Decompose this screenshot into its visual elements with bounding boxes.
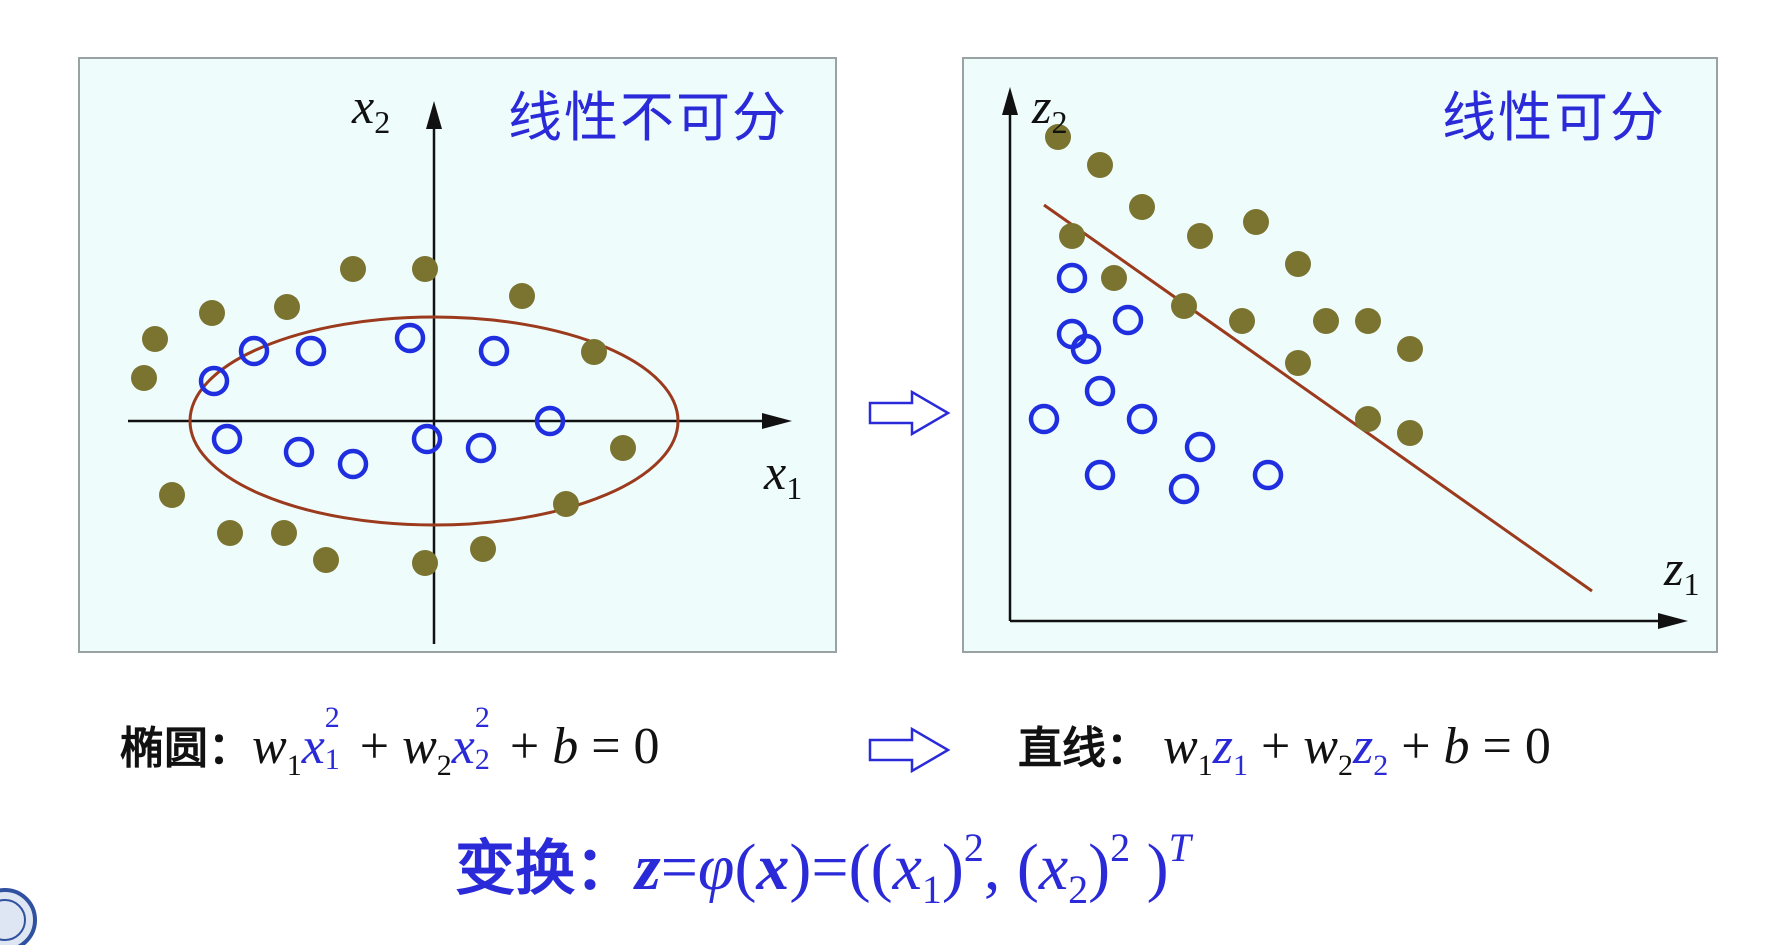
outer-dot xyxy=(159,482,185,508)
lower-circle xyxy=(1070,333,1102,365)
right-plot xyxy=(1002,87,1688,629)
outer-dot xyxy=(199,300,225,326)
z2-axis-label: z2 xyxy=(1032,78,1068,140)
z1-axis-arrowhead xyxy=(1658,613,1688,629)
line-equation: 直线： w1z1 + w2z2 + b = 0 xyxy=(1018,718,1551,782)
upper-dot xyxy=(1243,209,1269,235)
line-label: 直线： xyxy=(1018,723,1150,774)
inner-circle xyxy=(238,335,270,367)
upper-dot xyxy=(1171,293,1197,319)
outer-dot xyxy=(217,520,243,546)
lower-circle xyxy=(1184,431,1216,463)
ellipse-boundary xyxy=(188,315,680,527)
upper-dot xyxy=(1285,251,1311,277)
inner-circle xyxy=(283,436,315,468)
upper-dot xyxy=(1187,223,1213,249)
inner-circle xyxy=(478,335,510,367)
transform-label: 变换： xyxy=(455,834,635,904)
hollow-right-arrow-icon xyxy=(868,726,951,774)
z2-axis-arrowhead xyxy=(1002,87,1018,115)
upper-dot xyxy=(1285,350,1311,376)
right-panel-separable: 线性可分 z2 z1 xyxy=(962,57,1718,653)
upper-dot xyxy=(1087,152,1113,178)
x1-axis-label: x1 xyxy=(764,444,803,506)
upper-dot xyxy=(1355,308,1381,334)
inner-circle xyxy=(411,423,443,455)
inner-circle xyxy=(198,365,230,397)
outer-dot xyxy=(313,547,339,573)
inner-circle xyxy=(394,322,426,354)
ellipse-equation: 椭圆：w1x 2 1 + w2x 2 2 + b = 0 xyxy=(120,701,660,782)
x2-axis-arrowhead xyxy=(426,101,442,129)
outer-dot xyxy=(581,339,607,365)
lower-circle xyxy=(1252,459,1284,491)
upper-dot xyxy=(1397,336,1423,362)
outer-dot xyxy=(131,365,157,391)
outer-dot xyxy=(553,491,579,517)
lower-circle xyxy=(1126,403,1158,435)
x2-axis-label: x2 xyxy=(352,78,391,140)
outer-dot xyxy=(610,435,636,461)
inner-circle xyxy=(295,335,327,367)
outer-dot xyxy=(412,550,438,576)
inner-circle xyxy=(465,432,497,464)
inner-circle xyxy=(337,448,369,480)
upper-dot xyxy=(1355,406,1381,432)
upper-dots xyxy=(1045,124,1423,446)
inner-circle xyxy=(534,405,566,437)
ellipse-label: 椭圆： xyxy=(120,723,252,774)
upper-dot xyxy=(1397,420,1423,446)
separating-line xyxy=(1043,203,1593,593)
transform-formula: 变换：z=φ(x)=((x1)2, (x2)2 )T xyxy=(455,825,1191,912)
outer-dot xyxy=(412,256,438,282)
inner-circles xyxy=(198,322,566,480)
x1-axis-arrowhead xyxy=(762,413,792,429)
outer-dot xyxy=(509,283,535,309)
lower-circle xyxy=(1084,459,1116,491)
outer-dot xyxy=(142,326,168,352)
lower-circle xyxy=(1028,403,1060,435)
outer-dot xyxy=(271,520,297,546)
upper-dot xyxy=(1101,265,1127,291)
lower-circle xyxy=(1168,473,1200,505)
z1-axis-label: z1 xyxy=(1664,540,1700,602)
outer-dot xyxy=(274,294,300,320)
outer-dot xyxy=(470,536,496,562)
upper-dot xyxy=(1129,194,1155,220)
upper-dot xyxy=(1059,223,1085,249)
lower-circle xyxy=(1056,262,1088,294)
upper-dot xyxy=(1313,308,1339,334)
separable-tag: 线性可分 xyxy=(1442,86,1666,149)
hollow-right-arrow-icon xyxy=(868,389,951,437)
nonseparable-tag: 线性不可分 xyxy=(508,86,788,149)
upper-dot xyxy=(1045,124,1071,150)
inner-circle xyxy=(211,423,243,455)
outer-dots xyxy=(131,256,636,576)
upper-dot xyxy=(1229,308,1255,334)
lower-circle xyxy=(1112,304,1144,336)
left-panel-nonseparable: 线性不可分 x2 x1 xyxy=(78,57,837,653)
lower-circle xyxy=(1084,375,1116,407)
university-seal-icon xyxy=(0,888,37,945)
lower-circles xyxy=(1028,262,1284,505)
outer-dot xyxy=(340,256,366,282)
left-plot xyxy=(128,101,792,644)
